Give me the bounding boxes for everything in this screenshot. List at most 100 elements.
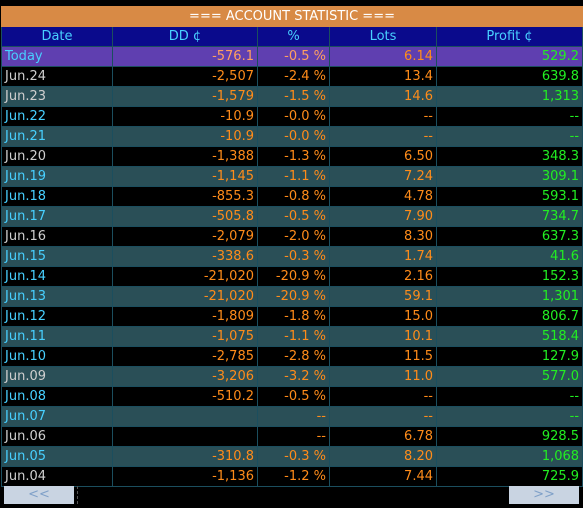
- cell-profit: --: [435, 406, 583, 427]
- cell-dd: -1,809: [112, 306, 258, 327]
- prev-page-button[interactable]: <<: [4, 486, 74, 504]
- cell-pct: -1.2 %: [257, 466, 330, 487]
- cell-pct: -1.8 %: [257, 306, 330, 327]
- table-row: Jun.06 -- 6.78 928.5: [1, 426, 583, 447]
- cell-profit: 637.3: [435, 226, 583, 247]
- table-row: Jun.20 -1,388 -1.3 % 6.50 348.3: [1, 146, 583, 167]
- cell-dd: -576.1: [112, 46, 258, 67]
- cell-lots: 1.74: [329, 246, 437, 267]
- cell-profit: 127.9: [435, 346, 583, 367]
- cell-lots: 15.0: [329, 306, 437, 327]
- cell-lots: --: [329, 126, 437, 147]
- cell-dd: [112, 406, 258, 427]
- cell-lots: 7.90: [329, 206, 437, 227]
- cell-pct: -0.8 %: [257, 186, 330, 207]
- cell-date: Jun.17: [1, 206, 113, 227]
- table-row: Jun.10 -2,785 -2.8 % 11.5 127.9: [1, 346, 583, 367]
- cell-lots: 10.1: [329, 326, 437, 347]
- cell-lots: 7.44: [329, 466, 437, 487]
- cell-date: Jun.18: [1, 186, 113, 207]
- pager-track: [77, 486, 506, 504]
- table-row: Jun.08 -510.2 -0.5 % -- --: [1, 386, 583, 407]
- cell-pct: -20.9 %: [257, 286, 330, 307]
- table-row: Jun.09 -3,206 -3.2 % 11.0 577.0: [1, 366, 583, 387]
- cell-date: Jun.13: [1, 286, 113, 307]
- cell-pct: -0.5 %: [257, 386, 330, 407]
- cell-date: Jun.04: [1, 466, 113, 487]
- cell-pct: -1.5 %: [257, 86, 330, 107]
- cell-date: Jun.08: [1, 386, 113, 407]
- cell-lots: 7.24: [329, 166, 437, 187]
- cell-profit: 577.0: [435, 366, 583, 387]
- next-page-button[interactable]: >>: [509, 486, 579, 504]
- cell-pct: -2.4 %: [257, 66, 330, 87]
- cell-date: Jun.07: [1, 406, 113, 427]
- cell-dd: -10.9: [112, 106, 258, 127]
- table-row: Jun.07 -- -- --: [1, 406, 583, 427]
- cell-pct: -0.3 %: [257, 246, 330, 267]
- cell-profit: 639.8: [435, 66, 583, 87]
- cell-date: Jun.10: [1, 346, 113, 367]
- cell-date: Jun.11: [1, 326, 113, 347]
- table-row: Jun.12 -1,809 -1.8 % 15.0 806.7: [1, 306, 583, 327]
- cell-lots: 6.78: [329, 426, 437, 447]
- table-row: Jun.11 -1,075 -1.1 % 10.1 518.4: [1, 326, 583, 347]
- col-header-dd: DD ¢: [112, 26, 258, 47]
- cell-pct: -20.9 %: [257, 266, 330, 287]
- table-row: Jun.15 -338.6 -0.3 % 1.74 41.6: [1, 246, 583, 267]
- cell-date: Jun.22: [1, 106, 113, 127]
- cell-profit: 518.4: [435, 326, 583, 347]
- cell-pct: -0.5 %: [257, 46, 330, 67]
- cell-profit: 725.9: [435, 466, 583, 487]
- cell-profit: 1,301: [435, 286, 583, 307]
- cell-lots: --: [329, 406, 437, 427]
- cell-dd: -2,079: [112, 226, 258, 247]
- cell-date: Jun.12: [1, 306, 113, 327]
- cell-dd: [112, 426, 258, 447]
- table-row: Jun.23 -1,579 -1.5 % 14.6 1,313: [1, 86, 583, 107]
- cell-dd: -2,507: [112, 66, 258, 87]
- cell-profit: 806.7: [435, 306, 583, 327]
- cell-profit: 41.6: [435, 246, 583, 267]
- cell-dd: -2,785: [112, 346, 258, 367]
- cell-date: Today: [1, 46, 113, 67]
- cell-lots: 11.5: [329, 346, 437, 367]
- cell-date: Jun.21: [1, 126, 113, 147]
- cell-profit: 1,313: [435, 86, 583, 107]
- cell-profit: 593.1: [435, 186, 583, 207]
- table-row: Jun.14 -21,020 -20.9 % 2.16 152.3: [1, 266, 583, 287]
- cell-profit: --: [435, 386, 583, 407]
- table-row: Jun.24 -2,507 -2.4 % 13.4 639.8: [1, 66, 583, 87]
- cell-date: Jun.20: [1, 146, 113, 167]
- cell-pct: -1.3 %: [257, 146, 330, 167]
- cell-dd: -338.6: [112, 246, 258, 267]
- cell-pct: -0.5 %: [257, 206, 330, 227]
- cell-lots: --: [329, 106, 437, 127]
- table-row: Today -576.1 -0.5 % 6.14 529.2: [1, 46, 583, 67]
- cell-lots: 59.1: [329, 286, 437, 307]
- cell-date: Jun.09: [1, 366, 113, 387]
- cell-pct: --: [257, 406, 330, 427]
- cell-pct: -2.8 %: [257, 346, 330, 367]
- cell-lots: 13.4: [329, 66, 437, 87]
- cell-pct: -3.2 %: [257, 366, 330, 387]
- table-row: Jun.04 -1,136 -1.2 % 7.44 725.9: [1, 466, 583, 487]
- table-row: Jun.19 -1,145 -1.1 % 7.24 309.1: [1, 166, 583, 187]
- cell-dd: -21,020: [112, 266, 258, 287]
- cell-pct: --: [257, 426, 330, 447]
- cell-dd: -855.3: [112, 186, 258, 207]
- table-row: Jun.05 -310.8 -0.3 % 8.20 1,068: [1, 446, 583, 467]
- cell-profit: --: [435, 126, 583, 147]
- cell-profit: 1,068: [435, 446, 583, 467]
- cell-dd: -310.8: [112, 446, 258, 467]
- cell-pct: -0.0 %: [257, 126, 330, 147]
- table-row: Jun.17 -505.8 -0.5 % 7.90 734.7: [1, 206, 583, 227]
- cell-dd: -1,579: [112, 86, 258, 107]
- header-row: Date DD ¢ % Lots Profit ¢: [1, 26, 583, 47]
- cell-lots: 4.78: [329, 186, 437, 207]
- cell-date: Jun.23: [1, 86, 113, 107]
- cell-lots: 6.14: [329, 46, 437, 67]
- col-header-profit: Profit ¢: [435, 26, 583, 47]
- cell-pct: -1.1 %: [257, 166, 330, 187]
